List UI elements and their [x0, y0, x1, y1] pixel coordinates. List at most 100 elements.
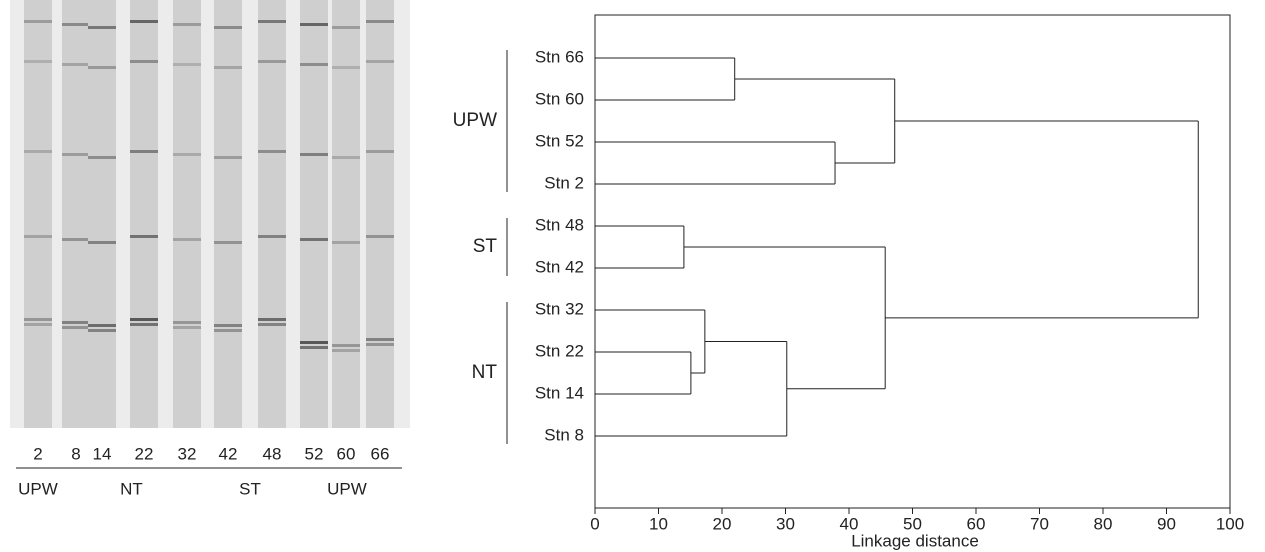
gel-band: [88, 241, 116, 244]
leaf-label: Stn 32: [535, 299, 584, 318]
gel-band: [62, 153, 90, 156]
gel-lane: [258, 0, 286, 428]
gel-band: [130, 235, 158, 238]
gel-band: [332, 66, 360, 69]
gel-band: [332, 26, 360, 29]
group-label: ST: [473, 236, 498, 257]
gel-band: [258, 318, 286, 321]
gel-lane: [214, 0, 242, 428]
gel-band: [214, 156, 242, 159]
gel-band: [173, 238, 201, 241]
figure: Linkage distance 281422324248526066UPWNT…: [0, 0, 1265, 552]
gel-band: [214, 329, 242, 332]
gel-lane: [88, 0, 116, 428]
gel-group-label: UPW: [327, 479, 367, 498]
gel-band: [332, 349, 360, 352]
gel-band: [366, 338, 394, 341]
gel-band: [332, 344, 360, 347]
plot-frame: [595, 15, 1230, 508]
x-tick-label: 90: [1157, 514, 1176, 533]
gel-band: [24, 318, 52, 321]
gel-lane: [130, 0, 158, 428]
gel-band: [300, 341, 328, 344]
x-tick-label: 10: [649, 514, 668, 533]
leaf-label: Stn 48: [535, 215, 584, 234]
gel-band: [214, 26, 242, 29]
leaf-label: Stn 66: [535, 47, 584, 66]
gel-band: [332, 241, 360, 244]
x-tick-label: 20: [713, 514, 732, 533]
gel-band: [258, 150, 286, 153]
gel-band: [173, 321, 201, 324]
lane-label: 42: [219, 444, 238, 463]
gel-band: [214, 241, 242, 244]
gel-band: [214, 324, 242, 327]
gel-band: [88, 26, 116, 29]
gel-band: [130, 323, 158, 326]
group-label: NT: [472, 362, 498, 383]
gel-band: [62, 321, 90, 324]
gel-band: [24, 60, 52, 63]
leaf-label: Stn 52: [535, 131, 584, 150]
lane-label: 66: [371, 444, 390, 463]
gel-band: [366, 235, 394, 238]
gel-band: [24, 150, 52, 153]
gel-band: [366, 343, 394, 346]
gel-band: [24, 323, 52, 326]
gel-band: [62, 326, 90, 329]
gel-band: [130, 60, 158, 63]
gel-group-label: UPW: [18, 479, 58, 498]
gel-band: [300, 346, 328, 349]
gel-band: [173, 23, 201, 26]
gel-band: [88, 324, 116, 327]
gel-band: [88, 156, 116, 159]
x-tick-label: 80: [1094, 514, 1113, 533]
x-tick-label: 100: [1216, 514, 1244, 533]
gel-band: [332, 156, 360, 159]
gel-band: [130, 20, 158, 23]
leaf-label: Stn 14: [535, 383, 584, 402]
gel-band: [300, 238, 328, 241]
x-tick-label: 30: [776, 514, 795, 533]
group-label: UPW: [453, 110, 497, 131]
gel-band: [62, 23, 90, 26]
leaf-label: Stn 42: [535, 257, 584, 276]
gel-band: [173, 153, 201, 156]
x-tick-label: 70: [1030, 514, 1049, 533]
gel-group-label: ST: [239, 479, 261, 498]
gel-lane: [24, 0, 52, 428]
gel-band: [300, 63, 328, 66]
x-tick-label: 60: [967, 514, 986, 533]
x-tick-label: 0: [590, 514, 599, 533]
lane-label: 52: [305, 444, 324, 463]
lane-label: 48: [263, 444, 282, 463]
leaf-label: Stn 2: [544, 173, 584, 192]
x-axis-label: Linkage distance: [851, 531, 979, 550]
gel-band: [366, 150, 394, 153]
gel-band: [24, 235, 52, 238]
lane-label: 32: [178, 444, 197, 463]
gel-group-label: NT: [120, 479, 143, 498]
gel-band: [130, 318, 158, 321]
gel-band: [214, 66, 242, 69]
gel-band: [258, 235, 286, 238]
lane-label: 2: [33, 444, 42, 463]
gel-band: [258, 60, 286, 63]
lane-label: 60: [337, 444, 356, 463]
gel-lane: [366, 0, 394, 428]
gel-band: [62, 63, 90, 66]
x-tick-label: 40: [840, 514, 859, 533]
gel-band: [258, 20, 286, 23]
gel-band: [258, 323, 286, 326]
gel-lane: [332, 0, 360, 428]
gel-band: [62, 238, 90, 241]
leaf-label: Stn 22: [535, 341, 584, 360]
gel-band: [173, 63, 201, 66]
leaf-label: Stn 60: [535, 89, 584, 108]
x-tick-label: 50: [903, 514, 922, 533]
gel-band: [24, 20, 52, 23]
gel-band: [366, 20, 394, 23]
leaf-label: Stn 8: [544, 425, 584, 444]
gel-band: [300, 23, 328, 26]
gel-band: [173, 326, 201, 329]
